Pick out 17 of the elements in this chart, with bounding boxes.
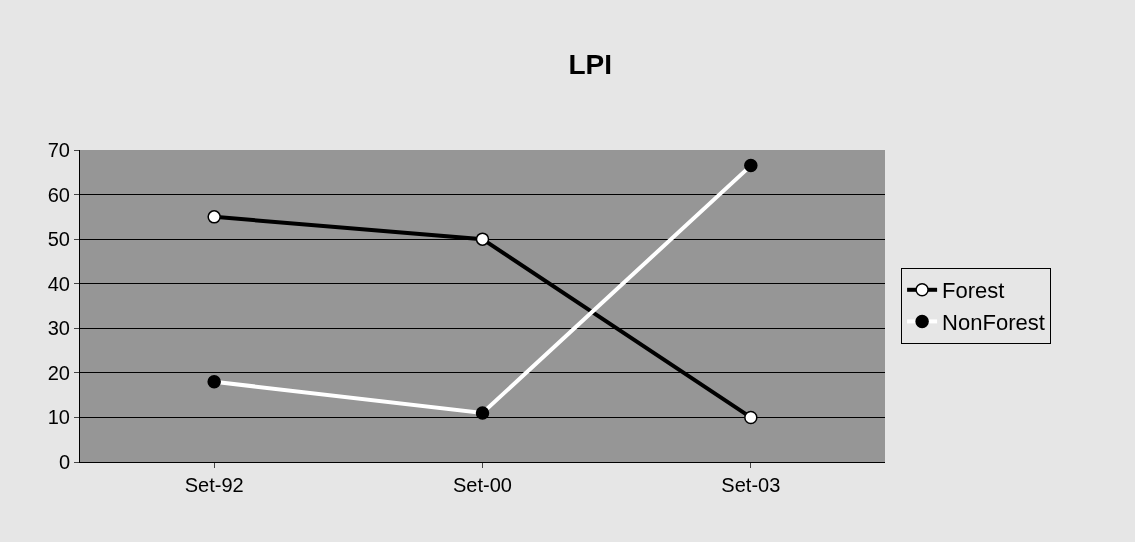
x-tick-label: Set-92 (184, 474, 244, 496)
y-tick-label: 0 (58, 451, 70, 473)
chart-title: LPI (568, 48, 612, 80)
y-tick-label: 30 (47, 317, 70, 340)
point (475, 232, 490, 246)
y-tick-label: 50 (47, 228, 70, 251)
x-tick-label: Set-03 (721, 474, 781, 496)
point (744, 410, 758, 425)
x-tick-label: Set-00 (453, 474, 512, 496)
legend-label: NonForest (942, 309, 1045, 335)
y-tick-label: 20 (47, 361, 70, 384)
y-tick-label: 60 (47, 183, 70, 206)
point (207, 210, 221, 224)
legend-label: Forest (942, 278, 1005, 304)
y-tick-label: 40 (47, 272, 70, 295)
y-tick-label: 10 (47, 406, 70, 429)
y-tick-label: 70 (47, 139, 70, 161)
